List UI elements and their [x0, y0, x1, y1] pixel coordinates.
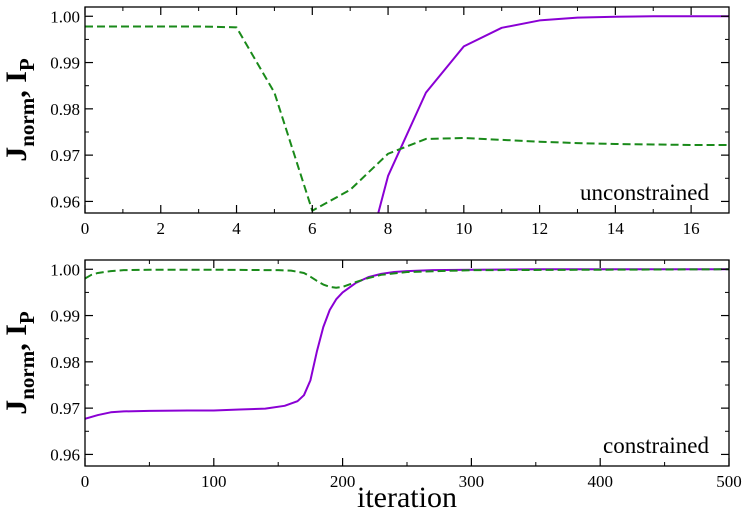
series-group [85, 15, 729, 213]
y-tick-label: 0.99 [50, 54, 80, 73]
y-tick-label: 0.98 [50, 100, 80, 119]
x-tick-label: 10 [455, 219, 472, 238]
y-axis-label: Jnorm, IP [0, 58, 39, 162]
y-tick-label: 1.00 [50, 7, 80, 26]
x-tick-label: 4 [232, 219, 241, 238]
plot-frame [84, 6, 730, 214]
panel-annotation: constrained [603, 433, 710, 458]
y-tick-label: 0.97 [50, 399, 80, 418]
y-axis-label-part: P [15, 311, 39, 324]
y-tick-label: 0.99 [50, 307, 80, 326]
x-tick-label: 16 [683, 219, 700, 238]
solid-series-line [377, 15, 729, 213]
x-tick-label: 2 [157, 219, 166, 238]
x-tick-label: 100 [201, 472, 227, 491]
y-axis-label-part: , [0, 83, 33, 98]
series-group [85, 268, 729, 420]
y-axis-label-part: norm [15, 350, 39, 400]
y-tick-label: 1.00 [50, 260, 80, 279]
bottom-panel: 0 100 200 300 400 500 0.96 0.97 0.98 0.99 1.00 cons… [0, 259, 742, 514]
dashed-series-line [85, 268, 729, 289]
solid-series-line [85, 268, 729, 420]
y-axis-label-part: norm [15, 97, 39, 147]
y-axis-label-part: I [0, 71, 33, 83]
x-tick-label: 400 [587, 472, 613, 491]
x-tick-label: 14 [607, 219, 625, 238]
x-tick-label: 200 [330, 472, 356, 491]
y-axis-label: Jnorm, IP [0, 311, 39, 415]
x-axis-label: iteration [357, 481, 457, 514]
y-axis-label-part: I [0, 324, 33, 336]
x-tick-label: 0 [81, 472, 90, 491]
plot-frame [84, 259, 730, 467]
y-tick-label: 0.96 [50, 445, 80, 464]
y-tick-label: 0.98 [50, 353, 80, 372]
y-axis-label-part: J [0, 400, 33, 415]
x-tick-label: 0 [81, 219, 90, 238]
y-tick-label: 0.96 [50, 192, 80, 211]
y-axis-label-part: , [0, 336, 33, 351]
y-axis-label-part: P [15, 58, 39, 71]
x-tick-label: 6 [308, 219, 317, 238]
panel-annotation: unconstrained [580, 180, 710, 205]
x-tick-label: 500 [716, 472, 742, 491]
x-tick-label: 300 [459, 472, 485, 491]
x-tick-label: 12 [531, 219, 548, 238]
top-panel: 0 2 4 6 8 10 12 14 16 0.96 0.97 0.98 0.99 1.00 unconst… [0, 6, 730, 238]
x-tick-label: 8 [384, 219, 393, 238]
y-axis-label-part: J [0, 147, 33, 162]
y-tick-label: 0.97 [50, 146, 80, 165]
